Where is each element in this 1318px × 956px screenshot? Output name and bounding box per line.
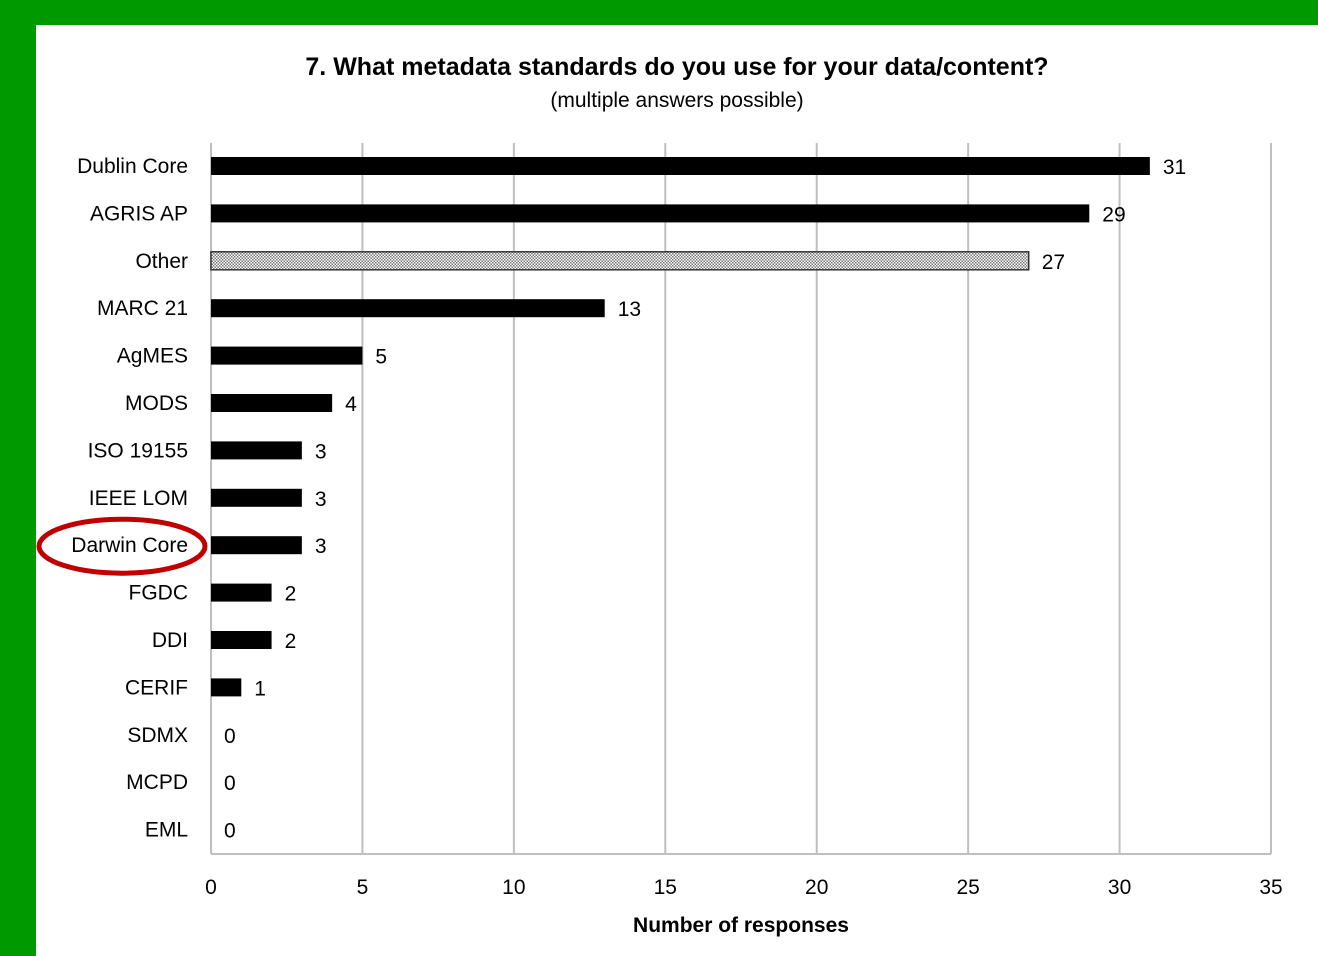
category-label-iso-19155: ISO 19155 bbox=[88, 439, 188, 462]
x-tick-label: 15 bbox=[654, 876, 677, 899]
value-label-agmes: 5 bbox=[375, 346, 387, 369]
x-tick-label: 30 bbox=[1108, 876, 1131, 899]
x-axis-title: Number of responses bbox=[633, 914, 849, 937]
bar-mods bbox=[211, 394, 333, 412]
value-label-darwin-core: 3 bbox=[315, 535, 327, 558]
bars bbox=[210, 157, 1150, 697]
value-label-agris-ap: 29 bbox=[1102, 203, 1125, 226]
value-label-cerif: 1 bbox=[254, 677, 266, 700]
category-label-other: Other bbox=[135, 250, 188, 273]
bar-darwin-core bbox=[211, 536, 302, 555]
x-tick-label: 10 bbox=[502, 876, 525, 899]
category-label-fgdc: FGDC bbox=[129, 582, 189, 605]
value-label-sdmx: 0 bbox=[224, 725, 236, 748]
bar-fgdc bbox=[211, 583, 272, 602]
x-tick-label: 0 bbox=[205, 876, 217, 899]
category-label-ieee-lom: IEEE LOM bbox=[89, 487, 188, 510]
bar-ddi bbox=[211, 631, 272, 649]
bar-agmes bbox=[211, 346, 363, 365]
category-label-sdmx: SDMX bbox=[127, 724, 188, 747]
bar-other bbox=[210, 251, 1030, 271]
x-tick-label: 25 bbox=[956, 876, 979, 899]
category-label-agmes: AgMES bbox=[117, 345, 188, 368]
x-tick-label: 35 bbox=[1259, 876, 1282, 899]
value-label-mods: 4 bbox=[345, 393, 357, 416]
bar-dublin-core bbox=[211, 157, 1150, 175]
value-label-mcpd: 0 bbox=[224, 772, 236, 795]
value-label-eml: 0 bbox=[224, 820, 236, 843]
value-label-ieee-lom: 3 bbox=[315, 488, 327, 511]
category-label-ddi: DDI bbox=[152, 629, 188, 652]
category-label-dublin-core: Dublin Core bbox=[77, 155, 188, 178]
category-label-agris-ap: AGRIS AP bbox=[90, 202, 188, 225]
value-label-iso-19155: 3 bbox=[315, 440, 327, 463]
gridlines bbox=[210, 143, 1272, 855]
category-label-eml: EML bbox=[145, 819, 188, 842]
highlight-circle bbox=[36, 516, 208, 576]
x-tick-label: 20 bbox=[805, 876, 828, 899]
bar-marc-21 bbox=[211, 299, 605, 318]
bar-agris-ap bbox=[211, 204, 1090, 223]
value-label-ddi: 2 bbox=[285, 630, 297, 653]
chart-title: 7. What metadata standards do you use fo… bbox=[305, 53, 1049, 81]
category-label-mcpd: MCPD bbox=[126, 771, 188, 794]
bar-iso-19155 bbox=[211, 441, 302, 460]
value-label-dublin-core: 31 bbox=[1163, 156, 1186, 179]
x-tick-label: 5 bbox=[357, 876, 369, 899]
bar-ieee-lom bbox=[211, 488, 302, 507]
value-label-other: 27 bbox=[1042, 251, 1065, 274]
category-label-cerif: CERIF bbox=[125, 676, 188, 699]
chart-subtitle: (multiple answers possible) bbox=[550, 89, 804, 112]
category-label-marc-21: MARC 21 bbox=[97, 297, 188, 320]
category-label-mods: MODS bbox=[125, 392, 188, 415]
bar-cerif bbox=[211, 678, 242, 697]
category-label-darwin-core: Darwin Core bbox=[71, 534, 188, 557]
value-label-fgdc: 2 bbox=[285, 583, 297, 606]
value-label-marc-21: 13 bbox=[618, 298, 641, 321]
chart-frame: 7. What metadata standards do you use fo… bbox=[36, 25, 1318, 956]
